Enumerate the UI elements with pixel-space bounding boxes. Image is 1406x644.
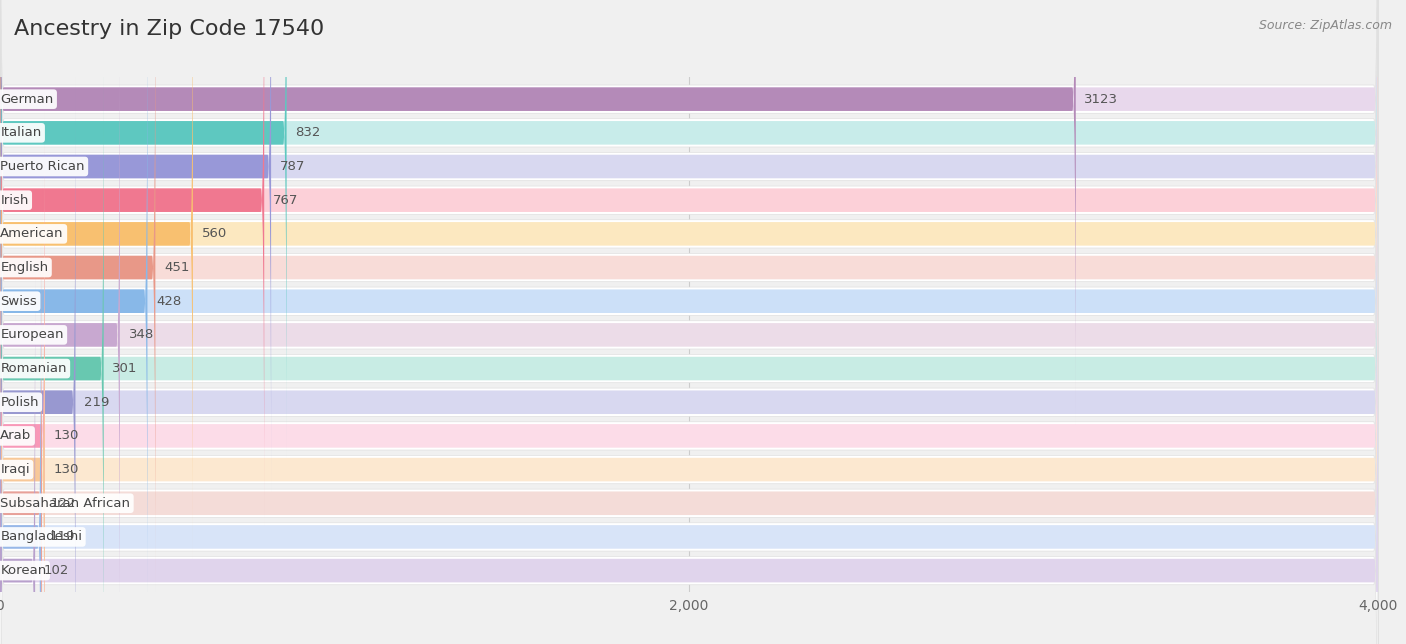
- FancyBboxPatch shape: [0, 145, 1378, 644]
- FancyBboxPatch shape: [0, 0, 1378, 489]
- FancyBboxPatch shape: [0, 245, 35, 644]
- FancyBboxPatch shape: [0, 0, 1378, 525]
- Text: Romanian: Romanian: [0, 362, 67, 375]
- FancyBboxPatch shape: [0, 77, 76, 644]
- FancyBboxPatch shape: [0, 0, 1076, 424]
- FancyBboxPatch shape: [0, 46, 1378, 644]
- Text: 122: 122: [51, 497, 76, 510]
- FancyBboxPatch shape: [0, 10, 1378, 644]
- FancyBboxPatch shape: [0, 145, 45, 644]
- FancyBboxPatch shape: [0, 245, 1378, 644]
- FancyBboxPatch shape: [0, 80, 1378, 644]
- FancyBboxPatch shape: [0, 77, 1378, 644]
- Text: Iraqi: Iraqi: [0, 463, 30, 476]
- Text: 428: 428: [156, 295, 181, 308]
- Text: Irish: Irish: [0, 194, 28, 207]
- Text: Swiss: Swiss: [0, 295, 37, 308]
- FancyBboxPatch shape: [0, 0, 1378, 624]
- Text: 560: 560: [201, 227, 226, 240]
- Text: 3123: 3123: [1084, 93, 1118, 106]
- FancyBboxPatch shape: [0, 212, 1378, 644]
- Text: European: European: [0, 328, 63, 341]
- FancyBboxPatch shape: [0, 0, 264, 525]
- Text: 130: 130: [53, 463, 79, 476]
- Text: 301: 301: [112, 362, 138, 375]
- FancyBboxPatch shape: [0, 12, 1378, 644]
- FancyBboxPatch shape: [0, 212, 41, 644]
- FancyBboxPatch shape: [0, 113, 1378, 644]
- Text: Puerto Rican: Puerto Rican: [0, 160, 84, 173]
- Text: Korean: Korean: [0, 564, 46, 577]
- Text: German: German: [0, 93, 53, 106]
- FancyBboxPatch shape: [0, 0, 1378, 626]
- FancyBboxPatch shape: [0, 178, 1378, 644]
- FancyBboxPatch shape: [0, 0, 1378, 559]
- Text: 787: 787: [280, 160, 305, 173]
- Text: 130: 130: [53, 430, 79, 442]
- Text: Arab: Arab: [0, 430, 31, 442]
- FancyBboxPatch shape: [0, 0, 155, 592]
- Text: 119: 119: [49, 531, 75, 544]
- Text: American: American: [0, 227, 63, 240]
- Text: 348: 348: [128, 328, 153, 341]
- FancyBboxPatch shape: [0, 147, 1378, 644]
- Text: Italian: Italian: [0, 126, 42, 139]
- FancyBboxPatch shape: [0, 0, 287, 458]
- FancyBboxPatch shape: [0, 178, 42, 644]
- FancyBboxPatch shape: [0, 0, 193, 559]
- Text: Polish: Polish: [0, 395, 39, 409]
- Text: Subsaharan African: Subsaharan African: [0, 497, 131, 510]
- Text: 102: 102: [44, 564, 69, 577]
- Text: Ancestry in Zip Code 17540: Ancestry in Zip Code 17540: [14, 19, 325, 39]
- Text: 451: 451: [165, 261, 190, 274]
- Text: Source: ZipAtlas.com: Source: ZipAtlas.com: [1258, 19, 1392, 32]
- FancyBboxPatch shape: [0, 0, 1378, 556]
- Text: 767: 767: [273, 194, 298, 207]
- FancyBboxPatch shape: [0, 44, 1378, 644]
- Text: 219: 219: [84, 395, 110, 409]
- FancyBboxPatch shape: [0, 0, 1378, 590]
- FancyBboxPatch shape: [0, 0, 271, 491]
- FancyBboxPatch shape: [0, 44, 104, 644]
- FancyBboxPatch shape: [0, 0, 1378, 424]
- FancyBboxPatch shape: [0, 181, 1378, 644]
- FancyBboxPatch shape: [0, 10, 120, 644]
- FancyBboxPatch shape: [0, 111, 45, 644]
- FancyBboxPatch shape: [0, 0, 148, 626]
- Text: English: English: [0, 261, 48, 274]
- FancyBboxPatch shape: [0, 0, 1378, 458]
- FancyBboxPatch shape: [0, 111, 1378, 644]
- Text: 832: 832: [295, 126, 321, 139]
- FancyBboxPatch shape: [0, 0, 1378, 592]
- Text: Bangladeshi: Bangladeshi: [0, 531, 83, 544]
- FancyBboxPatch shape: [0, 0, 1378, 523]
- FancyBboxPatch shape: [0, 0, 1378, 491]
